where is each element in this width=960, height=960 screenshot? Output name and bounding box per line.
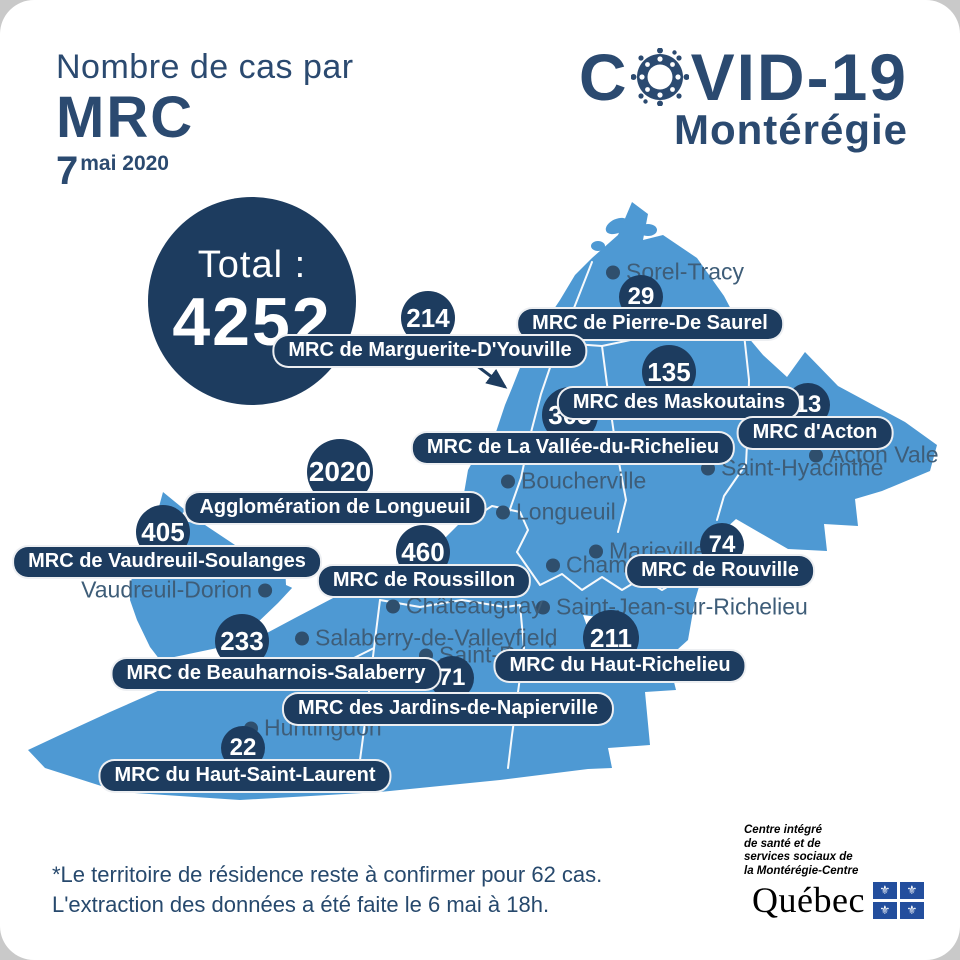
city-marker-saint-jean-sur-richelieu: Saint-Jean-sur-Richelieu [536, 594, 808, 621]
city-dot-icon [386, 599, 400, 613]
page-title-line1: Nombre de cas par [56, 48, 354, 86]
mrc-label-pill-rouville: MRC de Rouville [625, 554, 815, 588]
city-dot-icon [589, 544, 603, 558]
map-island [605, 217, 629, 235]
covid-suffix: VID-19 [690, 40, 908, 114]
city-marker-salaberry-de-valleyfield: Salaberry-de-Valleyfield [295, 625, 557, 652]
date-day: 7 [56, 149, 79, 193]
city-marker-boucherville: Boucherville [501, 468, 646, 495]
city-marker-longueuil: Longueuil [496, 499, 616, 526]
city-dot-icon [546, 558, 560, 572]
city-dot-icon [606, 265, 620, 279]
total-label: Total : [197, 243, 307, 286]
city-label: Salaberry-de-Valleyfield [315, 624, 558, 651]
city-dot-icon [809, 448, 823, 462]
map-island [639, 224, 657, 236]
quebec-wordmark: Québec [752, 880, 865, 921]
coronavirus-icon [630, 48, 689, 106]
map-island [591, 241, 605, 251]
mrc-label-pill-pierre-de-saurel: MRC de Pierre-De Saurel [516, 307, 784, 341]
city-dot-icon [501, 474, 515, 488]
mrc-label-pill-acton: MRC d'Acton [736, 416, 894, 450]
org-name-line: la Montérégie-Centre [744, 864, 859, 877]
mrc-label-pill-vaudreuil-soulanges: MRC de Vaudreuil-Soulanges [12, 545, 322, 579]
city-label: Vaudreuil-Dorion [81, 576, 252, 603]
city-dot-icon [295, 631, 309, 645]
mrc-label-pill-beauharnois-salaberry: MRC de Beauharnois-Salaberry [110, 657, 442, 691]
city-marker-saint-hyacinthe: Saint-Hyacinthe [701, 455, 883, 482]
covid-wordmark: C VID-19 [579, 44, 908, 110]
org-name: Centre intégré de santé et de services soc… [744, 824, 924, 878]
city-dot-icon [496, 505, 510, 519]
mrc-label-pill-vallee-du-richelieu: MRC de La Vallée-du-Richelieu [410, 431, 736, 465]
mrc-label-pill-agglomeration-longueuil: Agglomération de Longueuil [183, 491, 487, 525]
city-label: Saint-Hyacinthe [721, 454, 884, 481]
mrc-label-pill-haut-saint-laurent: MRC du Haut-Saint-Laurent [98, 759, 392, 793]
city-dot-icon [536, 600, 550, 614]
date-rest: mai 2020 [80, 152, 169, 175]
org-name-line: Centre intégré [744, 824, 822, 836]
city-label: Boucherville [521, 467, 647, 494]
mrc-label-pill-jardins-de-napierville: MRC des Jardins-de-Napierville [281, 692, 615, 726]
city-marker-vaudreuil-dorion: Vaudreuil-Dorion [81, 577, 272, 604]
title-block: Nombre de cas par MRC 7mai 2020 [56, 48, 354, 194]
date-line: 7mai 2020 [56, 149, 354, 194]
mrc-label-pill-maskoutains: MRC des Maskoutains [556, 386, 802, 420]
city-label: Longueuil [516, 498, 616, 525]
covid-logo-block: C VID-19 Montéré [579, 44, 908, 154]
org-name-line: de santé et de [744, 837, 821, 850]
footnote: *Le territoire de résidence reste à conf… [52, 862, 603, 917]
page-title-line2: MRC [56, 85, 195, 150]
logo-region: Montérégie [673, 106, 908, 153]
mrc-label-pill-marguerite-dyouville: MRC de Marguerite-D'Youville [272, 334, 588, 368]
total-circle: Total : 4252 [148, 197, 356, 405]
org-logo-block: Centre intégré de santé et de services soc… [744, 824, 924, 921]
city-dot-icon [258, 583, 272, 597]
mrc-label-pill-haut-richelieu: MRC du Haut-Richelieu [493, 649, 747, 683]
org-name-line: services sociaux de [744, 851, 853, 864]
mrc-label-pill-roussillon: MRC de Roussillon [316, 564, 532, 598]
quebec-flag-icon: ⚜ ⚜ ⚜ ⚜ [872, 881, 924, 919]
covid-prefix: C [578, 40, 629, 114]
